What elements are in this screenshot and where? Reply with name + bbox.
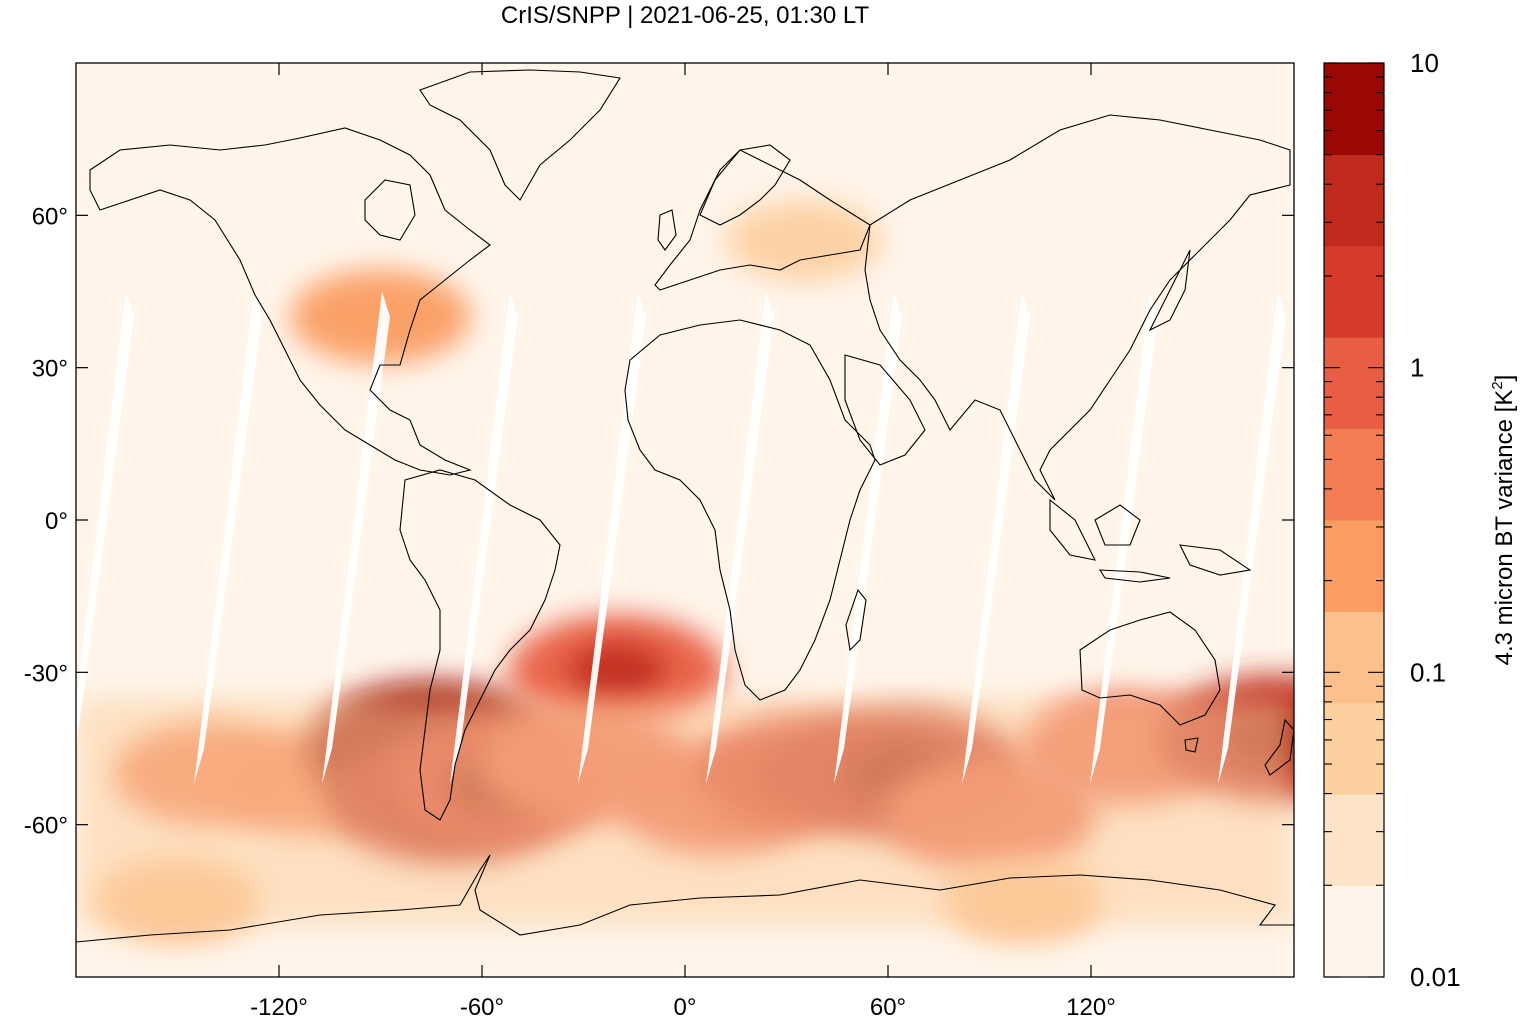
colorbar-tick-label: 0.1	[1410, 657, 1446, 687]
orbit-gap	[194, 291, 262, 785]
y-tick-labels: 60° 30° 0° -30° -60°	[24, 203, 68, 839]
x-tick-labels: -120° -60° 0° 60° 120°	[250, 994, 1116, 1020]
x-tick-label: -60°	[460, 994, 504, 1020]
colorbar-band	[1324, 337, 1384, 430]
y-tick-label: 60°	[32, 203, 68, 230]
colorbar-band	[1324, 245, 1384, 338]
colorbar-label-main: 4.3 micron BT variance [K	[1491, 390, 1518, 666]
orbit-gap	[322, 291, 390, 785]
colorbar-band	[1324, 794, 1384, 887]
colorbar-tick-label: 10	[1410, 48, 1439, 78]
coastlines	[76, 69, 1294, 943]
orbit-gap	[962, 291, 1030, 785]
axis-ticks	[76, 63, 1294, 977]
x-tick-label: -120°	[250, 994, 308, 1020]
variance-blob-core	[568, 643, 667, 702]
colorbar-bands	[1324, 63, 1384, 978]
orbit-gap	[578, 291, 646, 785]
orbit-gap	[450, 291, 518, 785]
orbit-gap	[834, 291, 902, 785]
colorbar: 10 1 0.1 0.01 4.3 micron BT variance [K2]	[1323, 48, 1518, 992]
southern-variance-band	[76, 697, 1294, 927]
x-tick-label: 60°	[870, 994, 906, 1020]
colorbar-ticks	[1324, 62, 1384, 978]
orbit-gaps	[76, 291, 1286, 785]
y-tick-label: 30°	[32, 356, 68, 383]
orbit-gap	[76, 291, 134, 749]
x-tick-label: 120°	[1066, 994, 1116, 1020]
colorbar-tick-label: 1	[1410, 353, 1424, 383]
colorbar-tick-label: 0.01	[1410, 962, 1461, 992]
colorbar-band	[1324, 428, 1384, 521]
variance-field	[76, 200, 1294, 945]
y-tick-label: -60°	[24, 813, 68, 840]
colorbar-band	[1324, 520, 1384, 612]
colorbar-label-end: ]	[1491, 375, 1518, 382]
colorbar-band	[1324, 63, 1384, 155]
orbit-gap	[706, 291, 774, 785]
x-tick-label: 0°	[674, 994, 697, 1020]
colorbar-band	[1324, 154, 1384, 247]
plot-area	[76, 63, 1294, 977]
orbit-gap	[1090, 291, 1158, 785]
colorbar-label: 4.3 micron BT variance [K2]	[1489, 375, 1518, 666]
colorbar-label-sup: 2	[1489, 381, 1506, 389]
variance-blob	[725, 200, 882, 282]
chart-title: CrIS/SNPP | 2021-06-25, 01:30 LT	[501, 2, 870, 29]
colorbar-band	[1324, 885, 1384, 978]
orbit-gap	[1218, 291, 1286, 785]
colorbar-tick-labels: 10 1 0.1 0.01	[1410, 48, 1461, 992]
y-tick-label: 0°	[45, 508, 68, 535]
y-tick-label: -30°	[24, 660, 68, 687]
colorbar-band	[1324, 611, 1384, 704]
colorbar-frame	[1323, 62, 1385, 978]
colorbar-band	[1324, 702, 1384, 795]
